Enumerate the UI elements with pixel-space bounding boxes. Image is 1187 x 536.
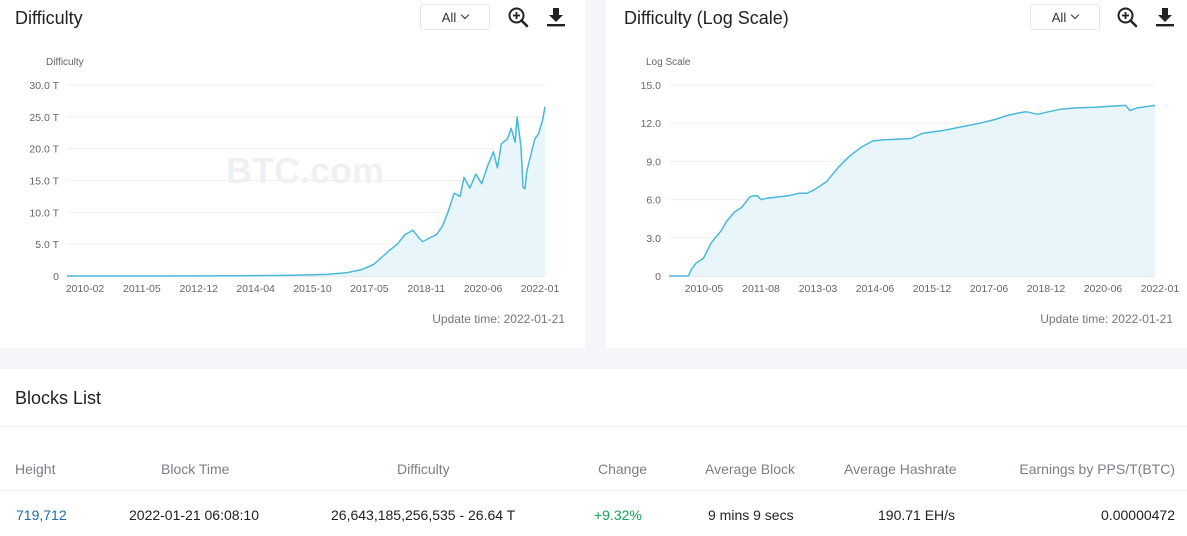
x-tick-label: 2014-06 [856,283,895,295]
block-height-link[interactable]: 719,712 [16,507,67,523]
divider [0,490,1187,491]
y-tick-label: 6.0 [646,195,661,207]
pps-earnings: 0.00000472 [1101,507,1175,523]
x-tick-label: 2017-05 [350,283,389,295]
zoom-in-icon[interactable] [1116,6,1138,28]
difficulty-log-chart-card: Difficulty (Log Scale) All BTC.com03.06.… [606,0,1187,348]
y-axis-label: Difficulty [46,57,84,68]
y-tick-label: 25.0 T [29,112,59,124]
x-tick-label: 2012-12 [179,283,218,295]
x-tick-label: 2010-05 [685,283,724,295]
x-tick-label: 2020-06 [464,283,503,295]
x-tick-label: 2010-02 [66,283,105,295]
column-header-average-block: Average Block [705,461,796,477]
y-tick-label: 9.0 [646,156,661,168]
y-axis-label: Log Scale [646,57,691,68]
x-tick-label: 2015-10 [293,283,332,295]
series-area [669,105,1155,277]
difficulty-change: +9.32% [594,507,642,523]
x-tick-label: 2022-01 [1141,283,1180,295]
range-select-value: All [441,9,457,25]
divider [0,426,1187,427]
x-tick-label: 2014-04 [236,283,275,295]
download-icon[interactable] [545,6,567,28]
zoom-in-icon[interactable] [507,6,529,28]
x-tick-label: 2015-12 [913,283,952,295]
blocks-list-title: Blocks List [15,388,102,408]
y-tick-label: 12.0 [641,118,662,130]
y-tick-label: 0 [53,271,59,283]
download-icon[interactable] [1154,6,1176,28]
range-select[interactable]: All [420,4,490,30]
x-tick-label: 2018-11 [407,283,445,295]
x-tick-label: 2018-12 [1027,283,1066,295]
block-time: 2022-01-21 06:08:10 [129,507,259,523]
block-difficulty: 26,643,185,256,535 - 26.64 T [331,507,516,523]
chevron-down-icon [460,10,470,20]
column-header-change: Change [598,461,648,477]
series-line [67,106,546,277]
update-time: Update time: 2022-01-21 [432,312,565,326]
average-block-time: 9 mins 9 secs [708,507,794,523]
x-tick-label: 2022-01 [521,283,560,295]
y-tick-label: 3.0 [646,233,661,245]
y-tick-label: 10.0 T [29,207,59,219]
y-tick-label: 5.0 T [35,239,59,251]
y-tick-label: 15.0 T [29,176,59,188]
x-tick-label: 2020-06 [1084,283,1123,295]
column-header-block-time: Block Time [161,461,230,477]
difficulty-chart: BTC.com 0 5.0 T 10.0 T 15.0 T 20.0 T 25.0 T 30.… [29,57,560,295]
blocks-list-panel: Blocks List Height Block Time Difficulty… [0,369,1187,536]
x-tick-label: 2011-08 [742,283,780,295]
series-line [669,104,1156,277]
y-tick-label: 20.0 T [29,144,59,156]
chart-title: Difficulty (Log Scale) [624,8,789,28]
x-tick-label: 2013-03 [799,283,838,295]
column-header-difficulty: Difficulty [397,461,450,477]
x-tick-label: 2017-06 [970,283,1009,295]
y-tick-label: 15.0 [641,80,662,92]
range-select-value: All [1051,9,1067,25]
watermark: BTC.com [226,150,384,191]
chevron-down-icon [1070,10,1080,20]
column-header-height: Height [15,461,56,477]
x-tick-label: 2011-05 [123,283,161,295]
average-hashrate: 190.71 EH/s [878,507,956,523]
chart-title: Difficulty [15,8,83,28]
column-header-earnings: Earnings by PPS/T(BTC) [1019,461,1175,477]
y-tick-label: 30.0 T [29,80,59,92]
update-time: Update time: 2022-01-21 [1040,312,1173,326]
series-area [67,106,545,276]
column-header-average-hashrate: Average Hashrate [844,461,957,477]
y-tick-label: 0 [655,271,661,283]
difficulty-chart-card: Difficulty All BTC.com 0 5.0 T 10.0 T 15.0 T… [0,0,585,348]
range-select[interactable]: All [1030,4,1100,30]
